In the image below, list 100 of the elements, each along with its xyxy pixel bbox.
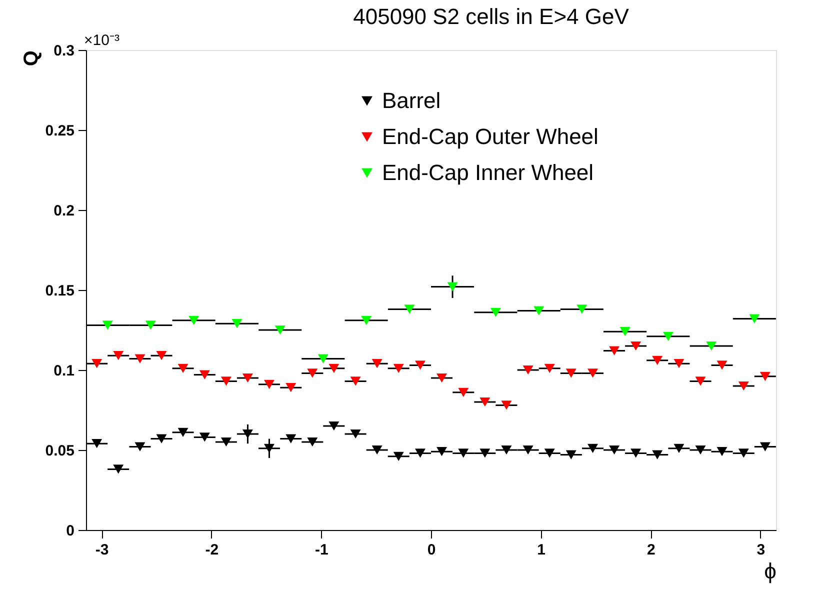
point	[480, 397, 490, 407]
point	[220, 437, 232, 447]
point	[134, 354, 146, 364]
y-tick-label: 0.25	[45, 122, 74, 140]
point	[522, 445, 534, 455]
y-tick-label: 0.05	[45, 442, 74, 460]
point	[480, 448, 490, 458]
point	[113, 351, 124, 360]
point	[501, 445, 512, 455]
x-tick-label: 0	[427, 542, 436, 558]
point	[286, 434, 296, 444]
legend-label: End-Cap Outer Wheel	[382, 124, 598, 149]
point	[674, 359, 684, 368]
point	[372, 359, 382, 368]
point	[414, 448, 426, 458]
point	[458, 388, 469, 397]
point	[695, 445, 706, 455]
point	[436, 447, 448, 456]
chart-title: 405090 S2 cells in E>4 GeV	[353, 4, 630, 29]
point	[350, 376, 361, 386]
point	[328, 421, 340, 431]
point	[102, 320, 113, 330]
point	[220, 376, 232, 386]
y-tick-label: 0	[66, 522, 74, 540]
point	[609, 445, 620, 455]
point	[588, 368, 598, 378]
y-tick-label: 0.1	[54, 362, 74, 380]
point	[92, 359, 102, 368]
x-axis-title: ϕ	[764, 558, 776, 584]
legend-label: Barrel	[382, 88, 441, 113]
point	[350, 429, 361, 439]
point	[662, 332, 674, 341]
x-tick-label: -2	[205, 542, 219, 558]
x-tick-label: 1	[537, 542, 546, 558]
point	[695, 376, 706, 386]
point	[609, 346, 620, 356]
point	[760, 372, 770, 381]
point	[199, 370, 210, 380]
point	[501, 400, 512, 410]
point	[588, 444, 598, 453]
point	[242, 429, 253, 439]
point	[749, 314, 760, 324]
point	[318, 354, 328, 364]
point	[544, 364, 555, 373]
x-tick-label: 2	[646, 542, 656, 558]
point	[145, 320, 156, 330]
point	[188, 316, 200, 325]
point	[447, 282, 458, 292]
point	[458, 448, 469, 458]
point	[716, 447, 728, 456]
point	[307, 437, 318, 447]
x-tick-label: -3	[95, 542, 109, 558]
point	[156, 351, 167, 360]
y-axis-title: Q	[20, 50, 42, 66]
point	[630, 341, 642, 351]
point	[393, 452, 404, 461]
point	[286, 383, 296, 392]
point	[372, 445, 382, 455]
point	[716, 360, 728, 370]
x-tick-label: -1	[315, 542, 328, 558]
point	[178, 428, 188, 437]
point	[522, 365, 534, 375]
point	[534, 306, 544, 316]
point	[630, 448, 642, 458]
point	[738, 448, 749, 458]
point	[566, 450, 576, 460]
point	[404, 304, 415, 314]
point	[760, 442, 770, 452]
point	[414, 360, 426, 370]
legend-label: End-Cap Inner Wheel	[382, 160, 594, 185]
point	[199, 432, 210, 442]
point	[566, 368, 576, 378]
y-tick-label: 0.15	[45, 282, 74, 300]
point	[156, 434, 167, 444]
point	[393, 364, 404, 373]
point	[706, 341, 717, 351]
point	[738, 381, 749, 391]
point	[134, 442, 146, 452]
point	[307, 368, 318, 378]
point	[361, 316, 372, 325]
point	[436, 373, 448, 383]
point	[652, 356, 663, 365]
point	[544, 448, 555, 458]
y-tick-label: 0.3	[54, 42, 74, 60]
point	[178, 364, 188, 373]
point	[652, 450, 663, 460]
point	[490, 308, 501, 317]
x-tick-label: 3	[756, 542, 766, 558]
text: ×10⁻³	[84, 32, 120, 49]
point	[264, 380, 274, 389]
point	[92, 439, 102, 448]
point	[674, 444, 684, 453]
point	[274, 325, 286, 335]
y-tick-label: 0.2	[54, 202, 74, 220]
point	[328, 364, 340, 373]
point	[113, 464, 124, 474]
point	[232, 319, 242, 328]
point	[242, 373, 253, 383]
point	[576, 304, 588, 314]
point	[264, 444, 274, 453]
